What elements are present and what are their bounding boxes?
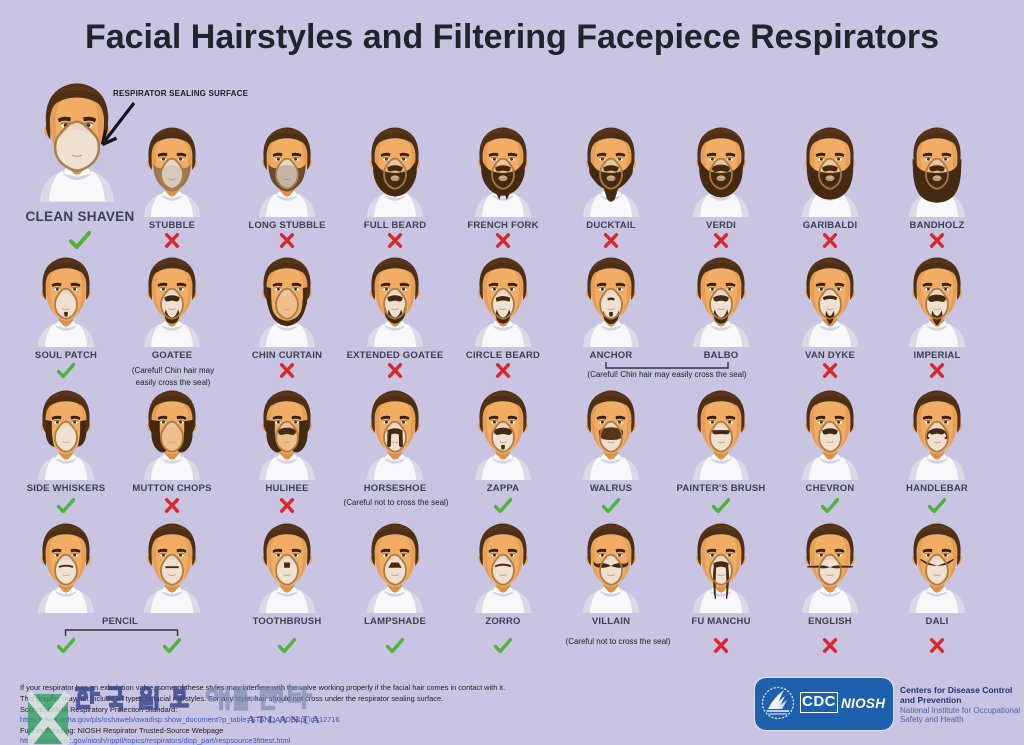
svg-text:ATLANTA: ATLANTA bbox=[247, 714, 323, 726]
